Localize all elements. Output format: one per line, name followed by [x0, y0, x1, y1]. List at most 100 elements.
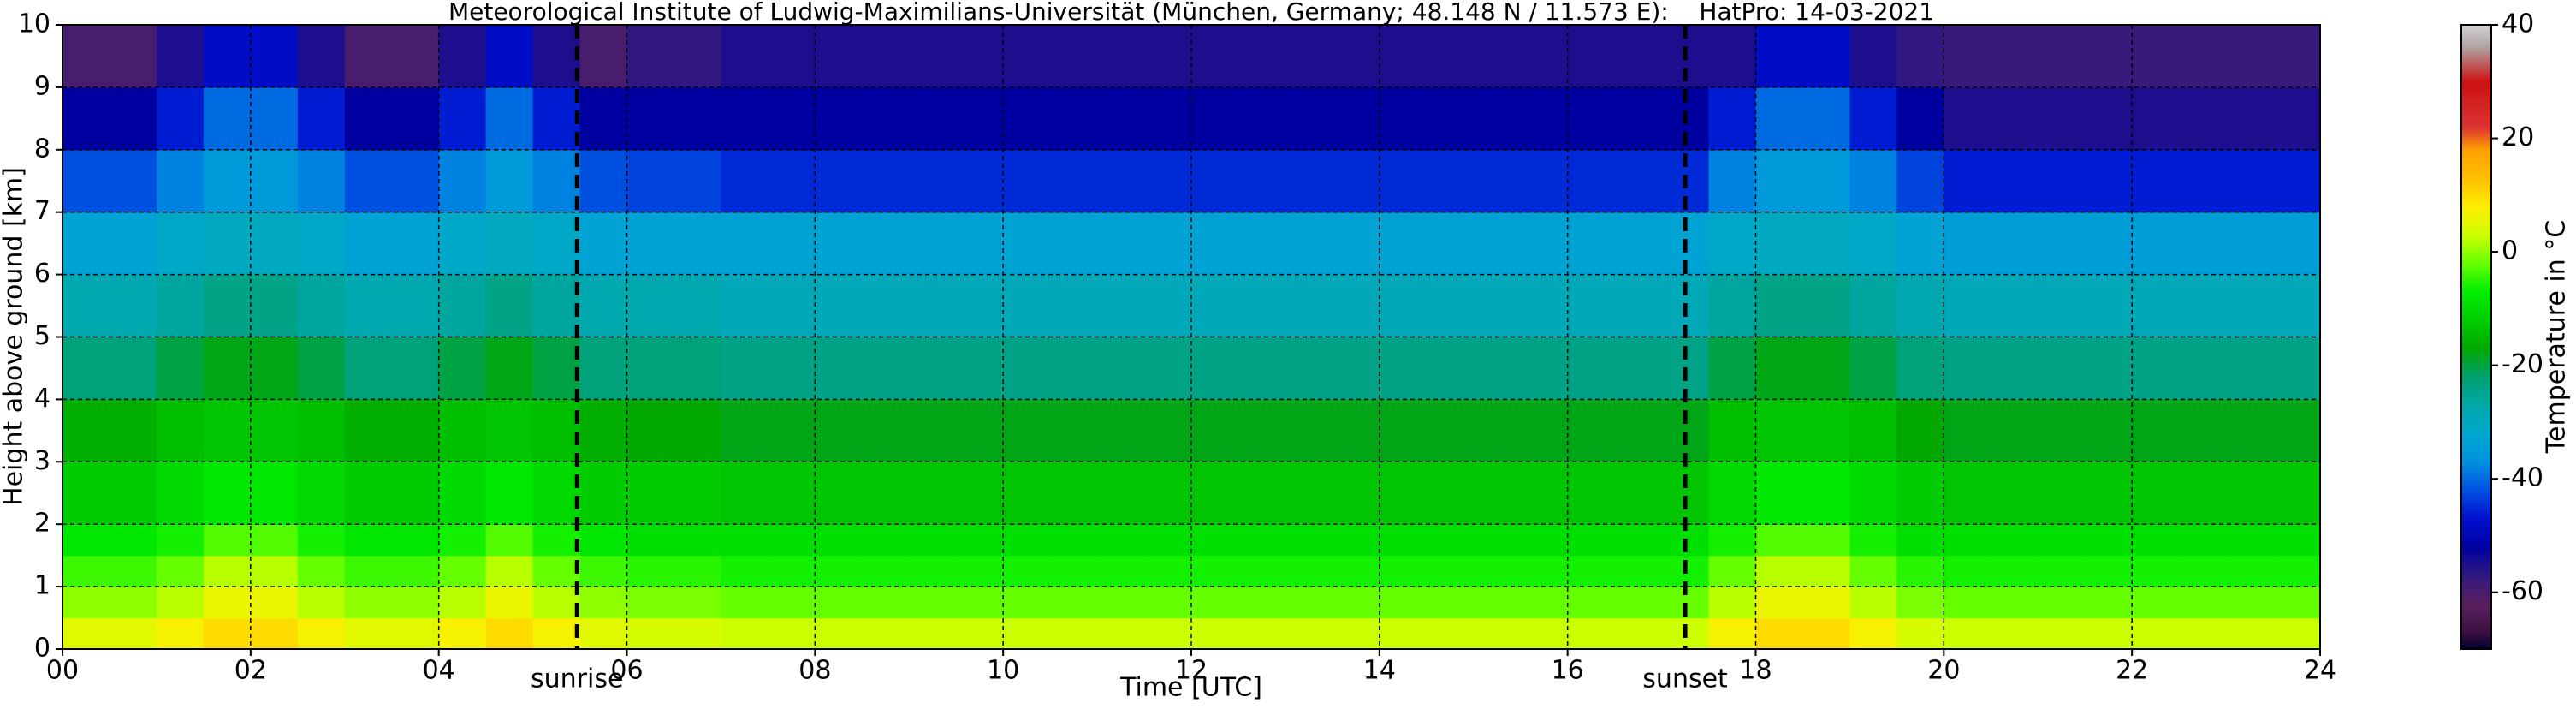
- heatmap-cell: [1191, 587, 1239, 619]
- colorbar-band: [2461, 575, 2491, 579]
- heatmap-cell: [1238, 337, 1286, 400]
- heatmap-cell: [1285, 274, 1333, 338]
- heatmap-cell: [626, 212, 675, 276]
- heatmap-cell: [2179, 617, 2227, 650]
- heatmap-cell: [344, 212, 393, 276]
- heatmap-cell: [2038, 149, 2086, 213]
- heatmap-cell: [1238, 212, 1286, 276]
- heatmap-cell: [956, 462, 1004, 525]
- colorbar-band: [2461, 161, 2491, 164]
- heatmap-cell: [1614, 555, 1663, 587]
- heatmap-cell: [579, 25, 628, 88]
- heatmap-cell: [250, 555, 299, 587]
- colorbar-band: [2461, 367, 2491, 372]
- heatmap-cell: [2085, 337, 2133, 400]
- colorbar-band: [2461, 524, 2491, 528]
- heatmap-cell: [1426, 86, 1475, 151]
- heatmap-cell: [1520, 86, 1569, 151]
- heatmap-cell: [1050, 617, 1098, 650]
- heatmap-cell: [1896, 337, 1944, 400]
- heatmap-cell: [1003, 524, 1051, 557]
- heatmap-cell: [438, 399, 487, 462]
- heatmap-cell: [2179, 337, 2227, 400]
- heatmap-cell: [156, 617, 205, 650]
- colorbar-band: [2461, 541, 2491, 545]
- colorbar-band: [2461, 194, 2491, 199]
- colorbar-band: [2461, 592, 2491, 596]
- heatmap-cell: [1191, 399, 1239, 462]
- colorbar-band: [2461, 90, 2491, 94]
- heatmap-cell: [1379, 399, 1427, 462]
- colorbar-band: [2461, 504, 2491, 508]
- y-tick-label: 8: [34, 134, 50, 164]
- heatmap-cell: [1802, 212, 1851, 276]
- chart-title: Meteorological Institute of Ludwig-Maxim…: [448, 0, 1934, 26]
- heatmap-cell: [721, 555, 769, 587]
- heatmap-cell: [1802, 462, 1851, 525]
- heatmap-cell: [62, 462, 110, 525]
- heatmap-cell: [1473, 274, 1522, 338]
- heatmap-cell: [2226, 524, 2274, 557]
- heatmap-cell: [391, 337, 440, 400]
- colorbar-band: [2461, 447, 2491, 451]
- colorbar-band: [2461, 313, 2491, 318]
- heatmap-cell: [297, 25, 346, 88]
- heatmap-cell: [579, 399, 628, 462]
- heatmap-cell: [2085, 399, 2133, 462]
- heatmap-cell: [1661, 399, 1710, 462]
- colorbar-band: [2461, 609, 2491, 613]
- heatmap-cell: [1144, 25, 1192, 88]
- heatmap-cell: [626, 149, 675, 213]
- heatmap-cell: [2179, 149, 2227, 213]
- colorbar-band: [2461, 70, 2491, 74]
- heatmap-cell: [62, 587, 110, 619]
- heatmap-cell: [297, 617, 346, 650]
- colorbar-band: [2461, 317, 2491, 321]
- colorbar-band: [2461, 116, 2491, 119]
- heatmap-cell: [768, 587, 816, 619]
- heatmap-cell: [391, 555, 440, 587]
- heatmap-cell: [956, 524, 1004, 557]
- heatmap-cell: [62, 617, 110, 650]
- heatmap-cell: [1426, 337, 1475, 400]
- heatmap-cell: [297, 524, 346, 557]
- colorbar-band: [2461, 78, 2491, 82]
- heatmap-cell: [1003, 617, 1051, 650]
- heatmap-cell: [2273, 524, 2321, 557]
- heatmap-cell: [2273, 587, 2321, 619]
- colorbar-band: [2461, 166, 2491, 170]
- heatmap-cell: [768, 25, 816, 88]
- heatmap-cell: [203, 25, 252, 88]
- heatmap-cell: [1614, 524, 1663, 557]
- heatmap-cell: [1991, 462, 2039, 525]
- heatmap-cell: [626, 524, 675, 557]
- heatmap-cell: [1708, 25, 1757, 88]
- heatmap-cell: [1991, 149, 2039, 213]
- colorbar-band: [2461, 127, 2491, 131]
- colorbar-band: [2461, 427, 2491, 432]
- colorbar-band: [2461, 277, 2491, 281]
- heatmap-cell: [1944, 617, 1991, 650]
- colorbar-band: [2461, 453, 2491, 457]
- colorbar-band: [2461, 198, 2491, 202]
- heatmap-cell: [2226, 212, 2274, 276]
- heatmap-cell: [1379, 274, 1427, 338]
- heatmap-cell: [1379, 462, 1427, 525]
- heatmap-cell: [1097, 524, 1145, 557]
- heatmap-cell: [2179, 86, 2227, 151]
- colorbar-band: [2461, 379, 2491, 384]
- heatmap-cell: [2226, 86, 2274, 151]
- heatmap-cell: [109, 149, 157, 213]
- heatmap-cell: [909, 524, 957, 557]
- heatmap-cell: [862, 337, 910, 400]
- heatmap-cell: [1050, 149, 1098, 213]
- heatmap-cell: [438, 25, 487, 88]
- colorbar-band: [2461, 107, 2491, 111]
- heatmap-cell: [862, 212, 910, 276]
- heatmap-cell: [297, 212, 346, 276]
- heatmap-cell: [485, 86, 534, 151]
- heatmap-cell: [1473, 149, 1522, 213]
- heatmap-cell: [250, 462, 299, 525]
- colorbar-band: [2461, 283, 2491, 287]
- colorbar-band: [2461, 300, 2491, 304]
